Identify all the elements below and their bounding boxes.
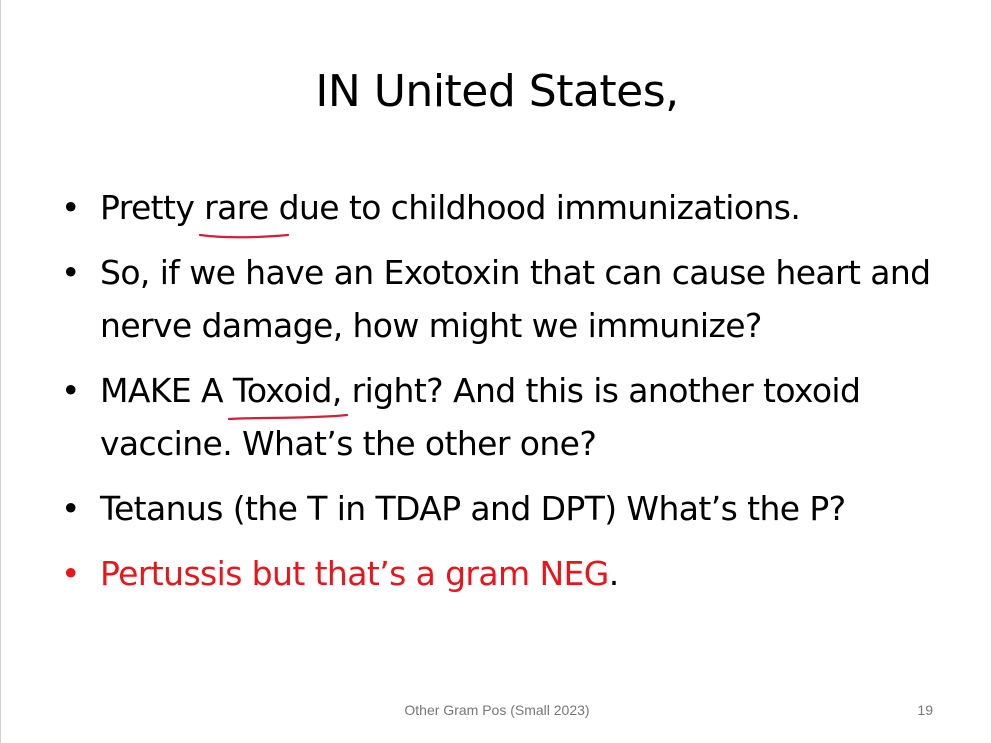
bullet-item-4: • Tetanus (the T in TDAP and DPT) What’s…	[57, 482, 957, 535]
bullet-dot-icon: •	[61, 188, 80, 227]
bullet-5-text: Pertussis but that’s a gram NEG	[100, 554, 609, 593]
bullet-5-period: .	[608, 554, 619, 593]
bullet-2-text: So, if we have an Exotoxin that can caus…	[100, 253, 931, 345]
bullet-dot-icon: •	[61, 554, 80, 593]
bullet-1-pre: Pretty	[100, 188, 205, 227]
bullet-4-text: Tetanus (the T in TDAP and DPT) What’s t…	[100, 489, 846, 528]
bullet-1-post: due to childhood immunizations.	[268, 188, 801, 227]
bullet-3-pre: MAKE A	[100, 371, 233, 410]
bullet-1-underlined-word: rare	[199, 181, 290, 239]
bullet-dot-icon: •	[61, 489, 80, 528]
bullet-dot-icon: •	[61, 371, 80, 410]
bullet-item-3: • MAKE A Toxoid, right? And this is anot…	[57, 364, 957, 470]
bullet-3-post: , right? And this is another toxoid vacc…	[100, 371, 861, 463]
bullet-dot-icon: •	[61, 253, 80, 292]
slide-footer: Other Gram Pos (Small 2023)	[404, 702, 590, 718]
bullet-list: • Pretty rare due to childhood immunizat…	[57, 181, 957, 612]
bullet-3-underlined-word: Toxoid	[227, 364, 349, 421]
bullet-item-2: • So, if we have an Exotoxin that can ca…	[57, 246, 957, 352]
red-ink-underline-icon	[199, 233, 290, 239]
bullet-item-5: • Pertussis but that’s a gram NEG.	[57, 547, 957, 600]
slide-title: IN United States,	[315, 66, 679, 117]
page-number: 19	[917, 702, 933, 718]
red-ink-underline-icon	[227, 413, 349, 421]
bullet-item-1: • Pretty rare due to childhood immunizat…	[57, 181, 957, 239]
